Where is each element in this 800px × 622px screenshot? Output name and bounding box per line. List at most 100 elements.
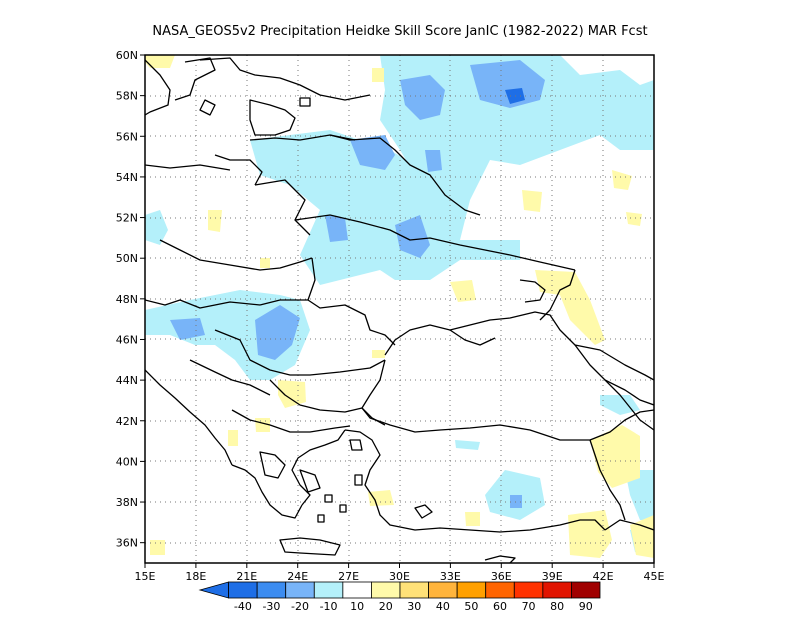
lithuania-coast	[214, 154, 263, 186]
estonian-island	[299, 97, 311, 107]
azov-sea	[519, 279, 546, 303]
greece-north-border	[231, 409, 351, 433]
lat-tick-label: 48N	[116, 293, 138, 306]
hungary-north-border	[145, 299, 261, 309]
chalkidiki	[259, 451, 286, 479]
crete	[279, 537, 341, 556]
colorbar-label: 40	[436, 600, 450, 613]
turkey-east-border	[589, 439, 626, 521]
colorbar-label: -30	[262, 600, 280, 613]
belarus-west-border	[254, 179, 311, 236]
aegean-island-4	[354, 474, 363, 486]
turkey-southeast-border	[604, 519, 654, 531]
colorbar-swatch	[428, 581, 458, 599]
poland-coast	[145, 164, 231, 171]
colorbar-swatch	[313, 581, 344, 599]
serbia-border	[189, 359, 271, 396]
colorbar-label: -40	[234, 600, 252, 613]
colorbar-label: 20	[379, 600, 393, 613]
lat-tick-label: 60N	[116, 49, 138, 62]
lon-tick-label: 33E	[440, 570, 461, 583]
lat-tick-label: 50N	[116, 252, 138, 265]
ukraine-east-border	[539, 269, 576, 321]
bosporus	[361, 407, 386, 426]
gulf-of-finland	[199, 57, 371, 101]
coastlines	[145, 57, 654, 563]
lat-tick-label: 40N	[116, 455, 138, 468]
colorbar-swatch	[342, 581, 372, 599]
sweden-coast	[145, 59, 171, 116]
colorbar-label: 10	[350, 600, 364, 613]
colorbar-swatch	[513, 581, 544, 599]
map-area	[145, 55, 654, 563]
lat-tick-label: 52N	[116, 212, 138, 225]
lon-tick-label: 24E	[287, 570, 308, 583]
lon-tick-label: 45E	[644, 570, 665, 583]
colorbar-label: 60	[493, 600, 507, 613]
lat-tick-label: 38N	[116, 496, 138, 509]
euboea	[299, 469, 321, 493]
lat-tick-label: 46N	[116, 333, 138, 346]
colorbar-low-triangle	[198, 581, 229, 599]
aegean-island-2	[339, 504, 347, 513]
caucasus-border	[574, 344, 654, 381]
lon-tick-label: 30E	[389, 570, 410, 583]
colorbar-swatch	[456, 581, 487, 599]
lat-tick-label: 42N	[116, 415, 138, 428]
longitude-axis: 15E 18E 21E 24E 27E 30E 33E 36E 39E 42E 45E	[135, 563, 665, 583]
ukraine-north-border	[294, 214, 576, 271]
russia-belarus-border	[329, 134, 481, 216]
georgia-border	[604, 379, 654, 431]
lat-tick-label: 58N	[116, 90, 138, 103]
colorbar-swatch	[399, 581, 429, 599]
romania-south-border	[214, 329, 386, 376]
colorbar-swatch	[256, 581, 287, 599]
aegean-island-3	[317, 514, 325, 523]
colorbar-swatch	[285, 581, 315, 599]
cyprus	[484, 555, 516, 563]
moldova-border	[307, 257, 396, 346]
colorbar-swatch	[485, 581, 515, 599]
lon-tick-label: 36E	[491, 570, 512, 583]
colorbar-swatch	[228, 581, 258, 599]
colorbar-label: -20	[291, 600, 309, 613]
adriatic-coast	[145, 369, 233, 466]
lon-tick-label: 42E	[593, 570, 614, 583]
skill-region-blue	[170, 60, 545, 508]
crimea	[449, 329, 496, 346]
greece-west-coast	[231, 464, 303, 519]
colorbar-label: 80	[550, 600, 564, 613]
bulgaria-border	[269, 379, 363, 413]
colorbar-label: 50	[464, 600, 478, 613]
colorbar-swatch	[542, 581, 572, 599]
romania-north-border	[259, 299, 308, 306]
black-sea-south-coast	[361, 359, 654, 441]
lon-tick-label: 39E	[542, 570, 563, 583]
colorbar-swatch	[371, 581, 401, 599]
colorbar-label: 70	[522, 600, 536, 613]
lon-tick-label: 15E	[135, 570, 156, 583]
colorbar-swatch	[571, 581, 601, 599]
colorbar: -40 -30 -20 -10 10 20 30 40 50 60 70 80 90	[198, 581, 601, 613]
colorbar-label: -10	[320, 600, 338, 613]
lat-tick-label: 56N	[116, 130, 138, 143]
lon-tick-label: 21E	[236, 570, 257, 583]
figure-title: NASA_GEOS5v2 Precipitation Heidke Skill …	[152, 24, 647, 39]
colorbar-label: 90	[579, 600, 593, 613]
skill-region-cyan	[145, 55, 654, 555]
lon-tick-label: 18E	[185, 570, 206, 583]
colorbar-label: 30	[407, 600, 421, 613]
aegean-island-5	[349, 439, 363, 451]
turkey-west-south-coast	[344, 429, 606, 533]
poland-south-border	[159, 239, 313, 271]
greece-east-coast	[291, 429, 346, 506]
finland-west-coast	[174, 57, 216, 101]
estonia	[249, 99, 296, 136]
lat-tick-label: 36N	[116, 537, 138, 550]
gotland	[199, 99, 216, 116]
latitude-axis: 36N 38N 40N 42N 44N 46N 48N 50N 52N 54N 56N 58N 60N	[116, 49, 145, 550]
lon-tick-label: 27E	[338, 570, 359, 583]
black-sea-north-coast	[384, 311, 654, 406]
